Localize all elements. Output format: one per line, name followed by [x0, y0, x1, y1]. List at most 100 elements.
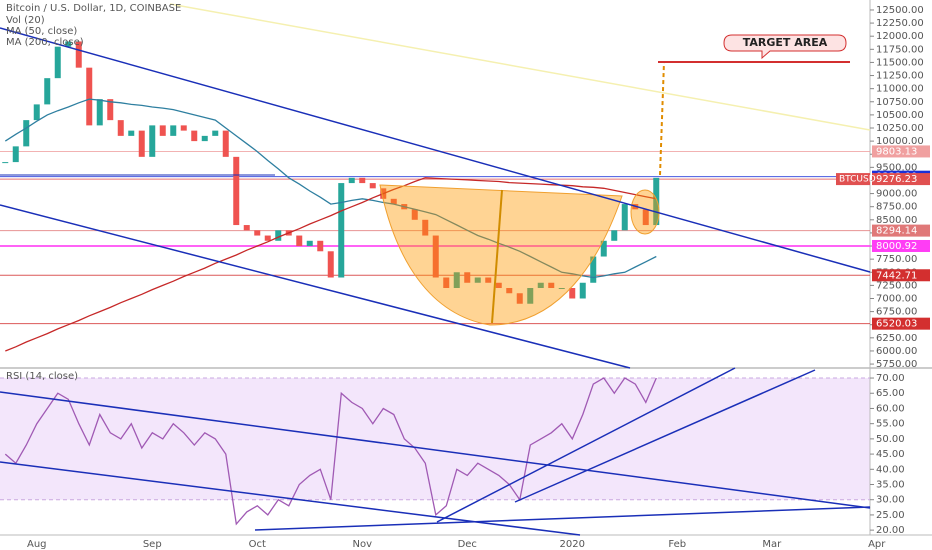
candle — [296, 235, 303, 247]
x-tick-label: 2020 — [560, 539, 585, 550]
candle — [2, 162, 9, 164]
candle — [86, 67, 93, 126]
callout — [723, 34, 847, 60]
legend-entry: MA (50, close) — [6, 26, 77, 37]
annotation: TARGET AREA — [743, 36, 828, 49]
candle — [516, 293, 523, 304]
symbol-tag — [836, 173, 870, 186]
y-tick-label: 20.00 — [876, 525, 905, 536]
candle — [180, 125, 187, 131]
candle — [422, 219, 429, 236]
y-tick-label: 11000.00 — [876, 84, 924, 95]
candle — [54, 46, 61, 79]
trend-line — [0, 461, 581, 536]
y-tick-label: 60.00 — [876, 403, 905, 414]
symbol-label: BTCUSD — [839, 175, 876, 185]
price-tag — [872, 317, 930, 330]
price-tag — [872, 269, 930, 282]
x-tick-label: Sep — [143, 539, 162, 550]
y-tick-label: 5750.00 — [876, 359, 917, 370]
candle — [579, 282, 586, 299]
candle — [590, 256, 597, 283]
x-tick-label: Nov — [352, 539, 372, 550]
x-tick-label: Mar — [762, 539, 782, 550]
price-tag-label: 8000.92 — [876, 241, 917, 252]
rsi-band — [0, 378, 870, 500]
candle — [390, 198, 397, 205]
price-tag — [872, 239, 930, 252]
candle — [117, 120, 124, 136]
cup-shape — [379, 184, 623, 326]
candle — [170, 125, 177, 136]
y-tick-label: 25.00 — [876, 510, 905, 521]
candle — [621, 204, 628, 231]
y-tick-label: 7750.00 — [876, 254, 917, 265]
drawings: TARGET AREA — [0, 3, 871, 536]
candle — [527, 288, 534, 304]
candle — [191, 130, 198, 142]
candle — [474, 277, 481, 283]
candle — [201, 135, 208, 142]
candle — [75, 41, 82, 68]
candle — [453, 272, 460, 288]
candle — [243, 225, 250, 231]
legend-entry: Vol (20) — [6, 15, 45, 26]
y-tick-label: 7000.00 — [876, 293, 917, 304]
y-tick-label: 6750.00 — [876, 307, 917, 318]
y-tick-label: 70.00 — [876, 373, 905, 384]
series-line — [4, 377, 657, 526]
y-tick-label: 12250.00 — [876, 18, 924, 29]
x-tick-label: Oct — [249, 539, 266, 550]
y-tick-label: 8750.00 — [876, 202, 917, 213]
y-tick-label: 10000.00 — [876, 136, 924, 147]
candle — [485, 277, 492, 283]
candle — [558, 288, 565, 289]
candle — [411, 209, 418, 220]
y-tick-label: 9000.00 — [876, 189, 917, 200]
series-line — [5, 177, 657, 352]
y-tick-label: 12500.00 — [876, 5, 924, 16]
chart-title: Bitcoin / U.S. Dollar, 1D, COINBASE — [6, 3, 181, 14]
y-tick-label: 65.00 — [876, 388, 905, 399]
candle — [233, 156, 240, 226]
y-tick-label: 11500.00 — [876, 57, 924, 68]
y-tick-label: 7250.00 — [876, 280, 917, 291]
y-tick-label: 12000.00 — [876, 31, 924, 42]
candle — [569, 288, 576, 299]
price-tag — [872, 224, 930, 237]
candle — [264, 235, 271, 241]
price-tag-label: 9803.13 — [876, 146, 917, 157]
price-tag-label: 6520.03 — [876, 319, 917, 330]
candle — [23, 120, 30, 147]
foreground-layer: 5750.006000.006250.006500.006750.007000.… — [27, 5, 930, 550]
x-tick-label: Feb — [668, 539, 686, 550]
trend-line — [0, 204, 631, 369]
trend-line — [0, 391, 871, 509]
candle — [495, 282, 502, 288]
candle — [537, 282, 544, 288]
candle — [548, 282, 555, 288]
candle — [432, 235, 439, 278]
candle — [222, 130, 229, 157]
candle — [159, 125, 166, 136]
y-tick-label: 9500.00 — [876, 162, 917, 173]
candle — [464, 272, 471, 283]
price-tag — [872, 145, 930, 158]
candle — [369, 183, 376, 189]
candle — [359, 177, 366, 184]
trend-line — [514, 369, 816, 503]
candle — [611, 230, 618, 241]
candle — [107, 99, 114, 121]
background-layer — [0, 0, 932, 536]
candle — [65, 41, 72, 47]
trend-line — [436, 367, 736, 523]
price-tag-label: 7442.71 — [876, 270, 917, 281]
y-tick-label: 8500.00 — [876, 215, 917, 226]
y-tick-label: 50.00 — [876, 434, 905, 445]
candle — [254, 230, 261, 236]
target-line — [659, 61, 665, 176]
y-tick-label: 55.00 — [876, 419, 905, 430]
candle — [275, 230, 282, 241]
candle — [338, 183, 345, 278]
